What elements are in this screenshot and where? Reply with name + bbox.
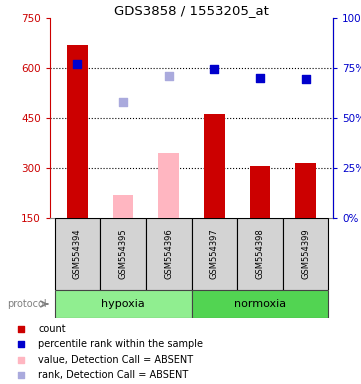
Point bbox=[120, 99, 126, 105]
Point bbox=[18, 372, 24, 379]
Bar bbox=[100, 218, 146, 290]
Text: GSM554397: GSM554397 bbox=[210, 228, 219, 280]
Point bbox=[18, 341, 24, 348]
Text: GSM554399: GSM554399 bbox=[301, 229, 310, 279]
Bar bbox=[283, 218, 329, 290]
Text: percentile rank within the sample: percentile rank within the sample bbox=[38, 339, 203, 349]
Point bbox=[18, 326, 24, 332]
Bar bbox=[67, 45, 88, 218]
Title: GDS3858 / 1553205_at: GDS3858 / 1553205_at bbox=[114, 4, 269, 17]
Text: GSM554396: GSM554396 bbox=[164, 228, 173, 280]
Bar bbox=[158, 153, 179, 218]
Text: normoxia: normoxia bbox=[234, 299, 286, 309]
Point bbox=[18, 357, 24, 363]
Bar bbox=[55, 290, 191, 318]
Text: GSM554398: GSM554398 bbox=[256, 228, 265, 280]
Point bbox=[74, 61, 80, 67]
Text: GSM554395: GSM554395 bbox=[118, 229, 127, 279]
Text: GSM554394: GSM554394 bbox=[73, 229, 82, 279]
Bar bbox=[204, 114, 225, 218]
Bar bbox=[295, 163, 316, 218]
Text: protocol: protocol bbox=[7, 299, 47, 309]
Text: hypoxia: hypoxia bbox=[101, 299, 145, 309]
Bar bbox=[250, 166, 270, 218]
Point bbox=[257, 75, 263, 81]
Bar bbox=[191, 290, 329, 318]
Point bbox=[166, 73, 171, 79]
Text: count: count bbox=[38, 324, 66, 334]
Bar bbox=[237, 218, 283, 290]
Bar bbox=[55, 218, 100, 290]
Point bbox=[303, 76, 309, 82]
Bar bbox=[146, 218, 191, 290]
Text: value, Detection Call = ABSENT: value, Detection Call = ABSENT bbox=[38, 355, 193, 365]
Bar bbox=[191, 218, 237, 290]
Point bbox=[212, 66, 217, 72]
Text: rank, Detection Call = ABSENT: rank, Detection Call = ABSENT bbox=[38, 371, 189, 381]
Bar bbox=[113, 195, 133, 218]
